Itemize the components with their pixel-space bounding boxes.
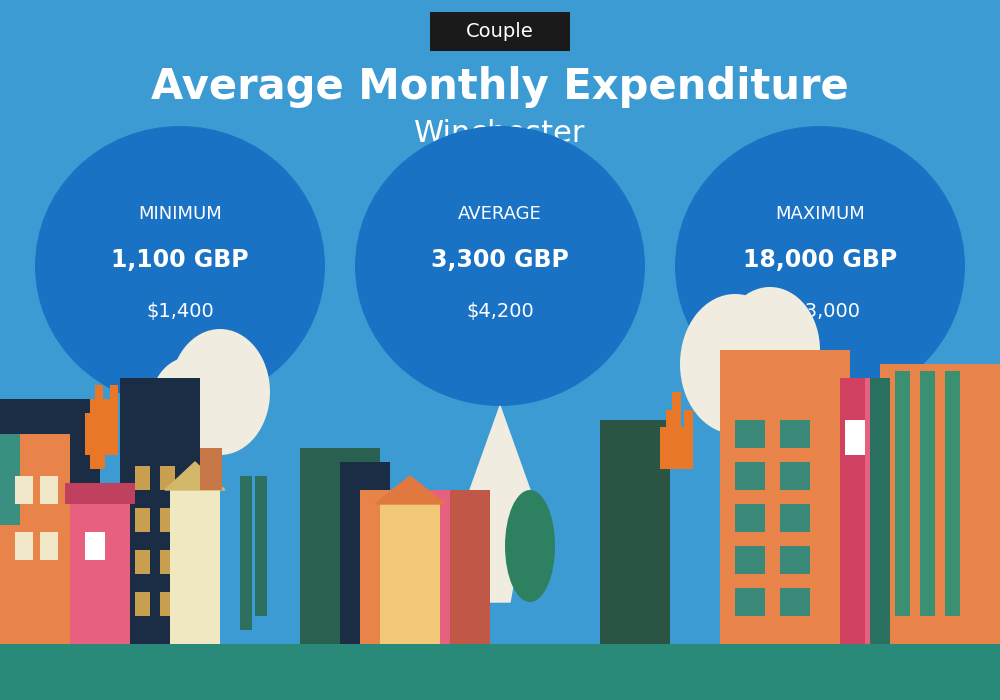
Bar	[90, 399, 105, 469]
Text: $23,000: $23,000	[780, 302, 860, 321]
Bar	[135, 508, 150, 532]
Bar	[840, 378, 900, 644]
Bar	[65, 483, 135, 504]
Bar	[845, 420, 865, 455]
Bar	[105, 399, 113, 455]
Ellipse shape	[150, 357, 230, 455]
Bar	[255, 476, 267, 616]
Ellipse shape	[355, 126, 645, 406]
Bar	[0, 434, 20, 525]
Bar	[840, 378, 865, 644]
Bar	[780, 504, 810, 532]
Bar	[160, 592, 175, 616]
Bar	[720, 350, 850, 644]
Text: $4,200: $4,200	[466, 302, 534, 321]
Bar	[0, 399, 100, 644]
Text: MAXIMUM: MAXIMUM	[775, 204, 865, 223]
Bar	[300, 448, 380, 644]
Bar	[920, 371, 935, 616]
Bar	[135, 592, 150, 616]
Bar	[780, 420, 810, 448]
Ellipse shape	[35, 126, 325, 406]
Bar	[15, 476, 33, 504]
Bar	[600, 420, 670, 644]
Bar	[735, 462, 765, 490]
Text: Couple: Couple	[466, 22, 534, 41]
Bar	[160, 550, 175, 574]
Ellipse shape	[675, 126, 965, 406]
Polygon shape	[165, 462, 225, 490]
Bar	[735, 588, 765, 616]
Text: 3,300 GBP: 3,300 GBP	[431, 248, 569, 272]
Text: Average Monthly Expenditure: Average Monthly Expenditure	[151, 66, 849, 108]
Bar	[945, 371, 960, 616]
Bar	[160, 508, 175, 532]
Bar	[684, 410, 693, 469]
Bar	[160, 466, 175, 490]
Ellipse shape	[170, 329, 270, 455]
Bar	[120, 378, 200, 644]
Text: AVERAGE: AVERAGE	[458, 204, 542, 223]
Bar	[360, 490, 420, 644]
Bar	[380, 504, 440, 644]
Bar	[90, 399, 98, 455]
Bar	[200, 448, 212, 490]
Bar	[85, 413, 93, 455]
Bar	[735, 546, 765, 574]
Bar	[678, 427, 687, 469]
Ellipse shape	[720, 287, 820, 413]
Bar	[735, 504, 765, 532]
Bar	[660, 427, 669, 469]
Bar	[895, 371, 910, 616]
Bar	[15, 532, 33, 560]
FancyBboxPatch shape	[430, 12, 570, 51]
Bar	[70, 504, 130, 644]
Bar	[40, 532, 58, 560]
Bar	[666, 410, 675, 469]
Text: 18,000 GBP: 18,000 GBP	[743, 248, 897, 272]
Bar	[135, 466, 150, 490]
Polygon shape	[375, 476, 445, 504]
Bar	[340, 462, 390, 644]
Bar	[100, 413, 108, 455]
Bar	[780, 462, 810, 490]
Bar	[0, 644, 1000, 700]
Bar	[95, 385, 103, 455]
Bar	[0, 434, 70, 644]
Bar	[735, 420, 765, 448]
Ellipse shape	[505, 490, 555, 602]
Bar	[450, 490, 490, 644]
Bar	[880, 364, 1000, 644]
Text: MINIMUM: MINIMUM	[138, 204, 222, 223]
Bar	[672, 392, 681, 469]
Bar	[110, 385, 118, 455]
Bar	[135, 550, 150, 574]
Ellipse shape	[680, 294, 790, 434]
Text: 🇬🇧: 🇬🇧	[475, 158, 525, 199]
Bar	[780, 546, 810, 574]
Bar	[240, 476, 252, 630]
Text: $1,400: $1,400	[146, 302, 214, 321]
Text: 1,100 GBP: 1,100 GBP	[111, 248, 249, 272]
Bar	[780, 588, 810, 616]
Bar	[210, 448, 222, 490]
Bar	[870, 378, 890, 644]
Bar	[85, 532, 105, 560]
Text: Winchester: Winchester	[414, 118, 586, 148]
Polygon shape	[470, 406, 530, 602]
Bar	[420, 490, 460, 644]
Bar	[170, 490, 220, 644]
Bar	[40, 476, 58, 504]
